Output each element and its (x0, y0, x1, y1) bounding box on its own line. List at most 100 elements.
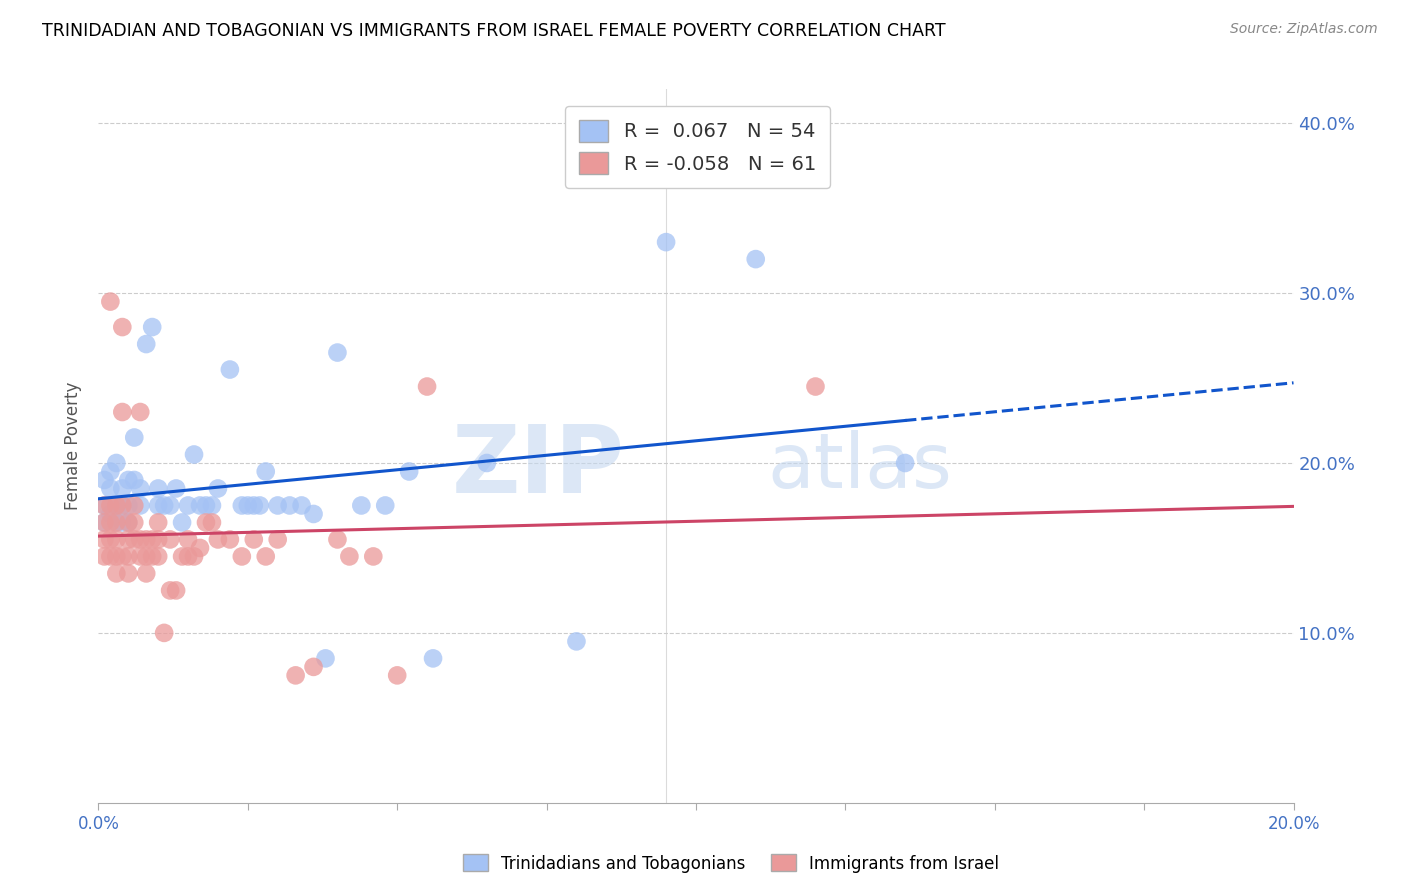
Point (135, 337, 157, 351)
Point (207, 533, 229, 547)
Text: Source: ZipAtlas.com: Source: ZipAtlas.com (1230, 22, 1378, 37)
Point (93, 516, 115, 530)
Point (398, 465, 420, 479)
Point (177, 499, 200, 513)
Point (249, 499, 271, 513)
Point (111, 405, 134, 419)
Point (124, 473, 146, 487)
Point (105, 456, 128, 470)
Point (98, 499, 122, 513)
Point (422, 651, 444, 665)
Point (302, 660, 325, 674)
Point (267, 499, 290, 513)
Point (894, 456, 917, 470)
Point (98, 516, 122, 530)
Point (117, 516, 139, 530)
Point (159, 533, 181, 547)
Point (124, 430, 146, 444)
Point (111, 499, 134, 513)
Point (302, 507, 325, 521)
Point (93, 516, 115, 530)
Point (207, 482, 229, 496)
Point (135, 566, 157, 581)
Point (254, 549, 277, 564)
Point (98, 549, 122, 564)
Point (267, 533, 290, 547)
Point (135, 549, 157, 564)
Point (201, 499, 224, 513)
Point (105, 516, 128, 530)
Point (219, 362, 242, 376)
Point (236, 499, 259, 513)
Point (148, 533, 170, 547)
Point (655, 235, 678, 249)
Point (111, 549, 134, 564)
Point (148, 516, 170, 530)
Point (129, 499, 152, 513)
Point (105, 566, 128, 581)
Point (98, 507, 122, 521)
Point (278, 499, 301, 513)
Point (159, 583, 181, 598)
Point (105, 549, 128, 564)
Point (159, 499, 181, 513)
Point (339, 549, 361, 564)
Point (117, 549, 139, 564)
Point (111, 320, 134, 334)
Point (124, 499, 146, 513)
Point (148, 482, 170, 496)
Point (172, 516, 194, 530)
Point (195, 516, 218, 530)
Point (98, 482, 122, 496)
Point (124, 516, 146, 530)
Y-axis label: Female Poverty: Female Poverty (65, 382, 83, 510)
Point (148, 499, 170, 513)
Point (141, 533, 163, 547)
Point (129, 482, 152, 496)
Point (172, 549, 194, 564)
Point (117, 516, 139, 530)
Point (177, 533, 200, 547)
Point (416, 379, 439, 393)
Point (231, 549, 253, 564)
Point (291, 499, 314, 513)
Point (98, 533, 122, 547)
Point (231, 499, 253, 513)
Point (148, 549, 170, 564)
Point (153, 626, 176, 640)
Point (111, 482, 134, 496)
Point (93, 499, 115, 513)
Point (117, 473, 139, 487)
Legend: R =  0.067   N = 54, R = -0.058   N = 61: R = 0.067 N = 54, R = -0.058 N = 61 (565, 106, 830, 188)
Text: ZIP: ZIP (451, 421, 624, 514)
Point (117, 566, 139, 581)
Point (153, 499, 176, 513)
Point (141, 549, 163, 564)
Point (326, 345, 349, 359)
Point (165, 583, 187, 598)
Point (135, 533, 157, 547)
Point (350, 499, 373, 513)
Point (129, 549, 152, 564)
Text: atlas: atlas (768, 431, 952, 504)
Point (219, 533, 242, 547)
Point (98, 465, 122, 479)
Point (188, 499, 211, 513)
Point (195, 499, 218, 513)
Point (177, 549, 200, 564)
Legend: Trinidadians and Tobagonians, Immigrants from Israel: Trinidadians and Tobagonians, Immigrants… (457, 847, 1005, 880)
Point (804, 379, 827, 393)
Point (93, 499, 115, 513)
Point (183, 549, 205, 564)
Point (745, 252, 768, 266)
Point (315, 651, 337, 665)
Point (93, 533, 115, 547)
Point (565, 634, 588, 648)
Point (129, 405, 152, 419)
Point (105, 499, 128, 513)
Point (141, 320, 163, 334)
Point (98, 294, 122, 309)
Point (93, 549, 115, 564)
Point (111, 499, 134, 513)
Point (183, 448, 205, 462)
